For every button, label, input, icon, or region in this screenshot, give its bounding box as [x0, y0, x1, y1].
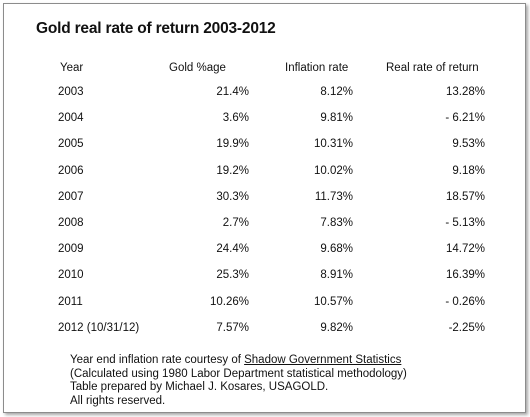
cell-year: 2004	[58, 112, 84, 125]
cell-year: 2010	[58, 269, 84, 282]
cell-inflation-rate: 7.83%	[320, 217, 353, 229]
cell-year: 2005	[58, 138, 84, 151]
cell-inflation-rate: 8.12%	[320, 86, 353, 98]
cell-gold-percentage: 25.3%	[216, 269, 249, 282]
cell-real-rate-of-return: -2.25%	[448, 321, 485, 334]
cell-year: 2006	[58, 164, 84, 177]
cell-gold-percentage: 2.7%	[222, 217, 249, 229]
cell-inflation-rate: 10.31%	[313, 138, 353, 151]
cell-inflation-rate: 9.82%	[320, 321, 353, 334]
cell-year: 2009	[58, 243, 84, 256]
notes-line-4: All rights reserved.	[70, 394, 166, 407]
cell-real-rate-of-return: 18.57%	[445, 190, 485, 203]
notes-line-1-prefix: Year end inflation rate courtesy of	[70, 354, 245, 366]
notes-line-3: Table prepared by Michael J. Kosares, US…	[70, 381, 329, 393]
cell-gold-percentage: 21.4%	[216, 86, 249, 98]
cell-inflation-rate: 10.57%	[313, 295, 353, 308]
header-inflation-rate: Inflation rate	[285, 62, 349, 74]
cell-inflation-rate: 10.02%	[313, 164, 353, 177]
cell-inflation-rate: 9.81%	[320, 112, 353, 125]
cell-year: 2007	[58, 190, 84, 203]
header-real-rate-of-return: Real rate of return	[386, 62, 479, 74]
cell-year: 2008	[58, 217, 84, 229]
cell-gold-percentage: 7.57%	[216, 321, 249, 334]
cell-inflation-rate: 9.68%	[320, 243, 353, 256]
cell-real-rate-of-return: - 5.13%	[445, 217, 485, 229]
cell-inflation-rate: 11.73%	[314, 190, 353, 203]
table-frame: Gold real rate of return 2003-2012 Year …	[3, 3, 526, 413]
cell-real-rate-of-return: - 6.21%	[445, 112, 485, 125]
shadow-government-statistics-link[interactable]: Shadow Government Statistics	[244, 354, 402, 366]
table-notes: Year end inflation rate courtesy of Shad…	[70, 354, 407, 408]
cell-gold-percentage: 19.9%	[216, 138, 249, 151]
notes-line-1: Year end inflation rate courtesy of Shad…	[70, 354, 407, 368]
cell-real-rate-of-return: 16.39%	[445, 269, 485, 282]
cell-real-rate-of-return: 9.53%	[452, 138, 485, 151]
cell-year: 2003	[58, 86, 84, 98]
cell-real-rate-of-return: 13.28%	[445, 86, 485, 98]
notes-line-2: (Calculated using 1980 Labor Department …	[70, 367, 407, 380]
cell-gold-percentage: 24.4%	[216, 243, 249, 256]
header-year: Year	[60, 62, 84, 74]
cell-inflation-rate: 8.91%	[320, 269, 353, 282]
cell-gold-percentage: 19.2%	[216, 164, 249, 177]
cell-gold-percentage: 30.3%	[216, 190, 249, 203]
cell-real-rate-of-return: - 0.26%	[445, 295, 485, 308]
cell-gold-percentage: 10.26%	[209, 295, 249, 308]
cell-year: 2011	[58, 295, 83, 308]
cell-real-rate-of-return: 14.72%	[445, 243, 485, 256]
cell-year: 2012 (10/31/12)	[58, 321, 140, 334]
table-title: Gold real rate of return 2003-2012	[36, 20, 276, 37]
cell-real-rate-of-return: 9.18%	[452, 164, 485, 177]
header-gold-percentage: Gold %age	[169, 62, 226, 74]
cell-gold-percentage: 3.6%	[222, 112, 249, 125]
